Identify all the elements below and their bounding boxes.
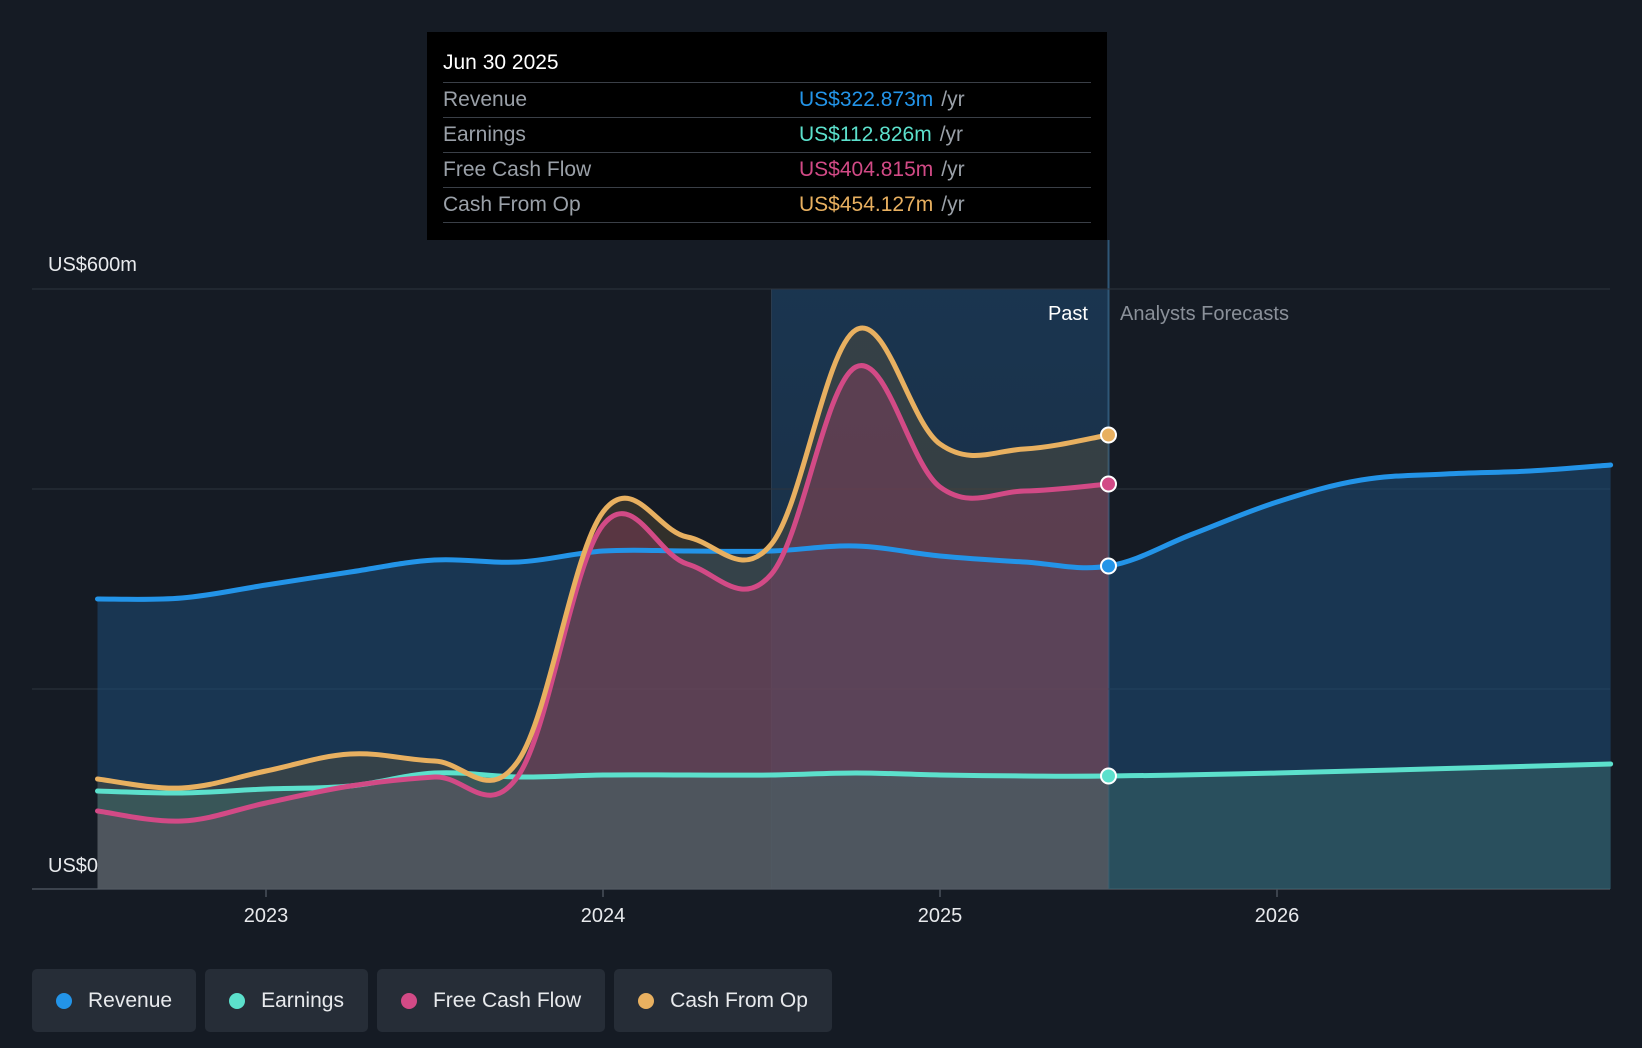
tooltip-label: Revenue	[443, 88, 528, 111]
tooltip-value: US$322.873m	[799, 88, 934, 111]
tooltip-label: Free Cash Flow	[443, 158, 592, 181]
tooltip-date: Jun 30 2025	[443, 46, 1091, 83]
tooltip-unit: /yr	[941, 88, 965, 111]
revenue-marker	[1100, 557, 1117, 575]
earnings-line	[95, 761, 1614, 796]
tooltip-label: Earnings	[443, 123, 526, 146]
legend-item-earnings[interactable]: Earnings	[205, 969, 368, 1032]
earnings-area	[97, 764, 1611, 889]
cash-from-op-marker	[1100, 426, 1117, 444]
tooltip-value: US$112.826m	[799, 123, 932, 146]
x-tick-label: 2026	[1255, 905, 1300, 927]
legend-item-free-cash-flow[interactable]: Free Cash Flow	[376, 969, 606, 1032]
forecast-label: Analysts Forecasts	[1120, 303, 1289, 325]
tooltip-value: US$404.815m	[799, 158, 934, 181]
y-tick-label-top: US$600m	[48, 254, 137, 276]
free-cash-flow-line	[95, 363, 1111, 824]
legend-item-revenue[interactable]: Revenue	[32, 969, 197, 1032]
tooltip-unit: /yr	[941, 158, 965, 181]
chart-area: 2023 2024 2025 2026 US$600m US$0 Past Analy…	[32, 240, 1614, 927]
cash-from-op-line	[95, 325, 1111, 791]
revenue-area	[97, 465, 1611, 889]
tooltip-row-cash-from-op: Cash From Op US$454.127m /yr	[443, 188, 1091, 223]
free-cash-flow-marker	[1100, 475, 1117, 493]
tooltip-label: Cash From Op	[443, 193, 581, 216]
revenue-line	[95, 462, 1614, 602]
revenue-dot-icon	[56, 992, 72, 1009]
legend-label: Cash From Op	[670, 988, 808, 1012]
earnings-dot-icon	[229, 992, 246, 1009]
tooltip-value: US$454.127m	[799, 193, 934, 216]
x-tick-label: 2023	[244, 905, 289, 927]
tooltip-row-earnings: Earnings US$112.826m /yr	[443, 118, 1091, 153]
tooltip-row-free-cash-flow: Free Cash Flow US$404.815m /yr	[443, 153, 1091, 188]
y-tick-label-bottom: US$0	[48, 855, 98, 877]
legend-label: Earnings	[261, 988, 344, 1012]
past-label: Past	[1048, 303, 1088, 325]
tooltip: Jun 30 2025 Revenue US$322.873m /yr Earn…	[427, 32, 1107, 240]
tooltip-row-revenue: Revenue US$322.873m /yr	[443, 83, 1091, 118]
legend-label: Revenue	[88, 988, 173, 1012]
earnings-marker	[1100, 767, 1117, 785]
tooltip-unit: /yr	[941, 193, 965, 216]
legend-label: Free Cash Flow	[432, 988, 582, 1012]
free-cash-flow-dot-icon	[400, 992, 417, 1009]
cash-from-op-area	[97, 328, 1109, 889]
cash-from-op-dot-icon	[638, 992, 655, 1009]
x-tick-label: 2024	[581, 905, 626, 927]
free-cash-flow-area	[97, 365, 1109, 889]
legend-item-cash-from-op[interactable]: Cash From Op	[614, 969, 832, 1032]
tooltip-unit: /yr	[939, 123, 964, 146]
x-tick-label: 2025	[918, 905, 963, 927]
legend: Revenue Earnings Free Cash Flow Cash Fro…	[32, 969, 832, 1032]
